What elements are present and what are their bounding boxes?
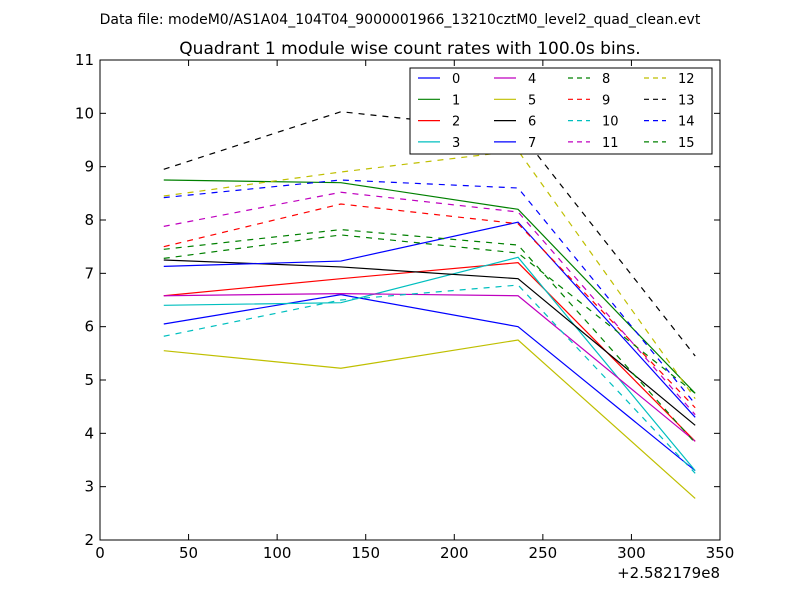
y-tick-label: 11 xyxy=(75,51,94,69)
y-tick-label: 8 xyxy=(84,211,94,229)
legend-label-10: 10 xyxy=(602,115,619,130)
series-layer xyxy=(163,111,696,499)
figure-suptitle: Data file: modeM0/AS1A04_104T04_90000019… xyxy=(100,12,701,28)
series-line-12 xyxy=(163,150,696,400)
legend-label-6: 6 xyxy=(528,115,536,130)
series-line-1 xyxy=(163,179,696,394)
x-tick-label: 250 xyxy=(529,544,558,562)
series-line-14 xyxy=(163,179,696,405)
y-tick-label: 3 xyxy=(84,478,94,496)
legend-label-2: 2 xyxy=(452,115,460,130)
series-line-13 xyxy=(163,111,696,357)
legend-label-14: 14 xyxy=(678,115,695,130)
series-line-4 xyxy=(163,292,696,442)
x-tick-label: 200 xyxy=(440,544,469,562)
x-tick-label: 0 xyxy=(95,544,105,562)
legend-label-9: 9 xyxy=(602,93,610,108)
x-tick-label: 150 xyxy=(351,544,380,562)
y-tick-label: 2 xyxy=(84,531,94,549)
x-axis: 0 50 100 150 200 250 300 350 xyxy=(95,60,734,562)
chart-group: Data file: modeM0/AS1A04_104T04_90000019… xyxy=(75,12,734,582)
legend-label-8: 8 xyxy=(602,72,610,87)
legend-label-3: 3 xyxy=(452,136,460,151)
x-offset-label: +2.582179e8 xyxy=(617,564,720,582)
series-line-8 xyxy=(163,228,696,444)
x-tick-label: 350 xyxy=(706,544,735,562)
x-tick-label: 300 xyxy=(617,544,646,562)
y-tick-label: 10 xyxy=(75,104,94,122)
series-line-5 xyxy=(163,339,696,499)
legend-label-12: 12 xyxy=(678,72,695,87)
legend-label-4: 4 xyxy=(528,72,536,87)
series-line-3 xyxy=(163,256,696,472)
legend-label-0: 0 xyxy=(452,72,460,87)
legend-label-1: 1 xyxy=(452,93,460,108)
y-tick-label: 5 xyxy=(84,371,94,389)
x-tick-label: 100 xyxy=(263,544,292,562)
series-line-7 xyxy=(163,221,696,418)
legend-frame xyxy=(409,67,713,155)
chart-title: Quadrant 1 module wise count rates with … xyxy=(179,39,640,59)
legend-label-13: 13 xyxy=(678,93,695,108)
legend-label-15: 15 xyxy=(678,136,695,151)
plot-frame xyxy=(99,59,721,541)
legend-label-11: 11 xyxy=(602,136,619,151)
y-tick-label: 4 xyxy=(84,424,94,442)
y-tick-label: 6 xyxy=(84,318,94,336)
series-line-15 xyxy=(163,234,696,394)
y-tick-label: 7 xyxy=(84,264,94,282)
legend-label-7: 7 xyxy=(528,136,536,151)
series-line-10 xyxy=(163,284,696,474)
x-tick-label: 50 xyxy=(179,544,198,562)
series-line-0 xyxy=(163,294,696,472)
legend-label-5: 5 xyxy=(528,93,536,108)
y-tick-label: 9 xyxy=(84,158,94,176)
series-line-11 xyxy=(163,191,696,416)
